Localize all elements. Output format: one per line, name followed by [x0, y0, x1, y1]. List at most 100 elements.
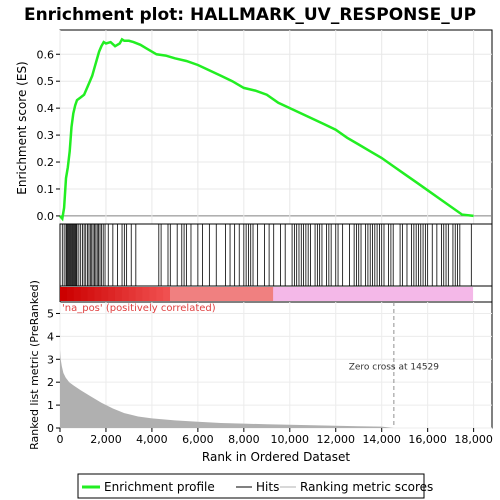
- es-y-tick-label: 0.1: [37, 183, 55, 196]
- metric-x-tick-label: 12,000: [316, 433, 355, 446]
- metric-y-tick-label: 1: [47, 399, 54, 412]
- color-bar-segment: [204, 287, 212, 301]
- color-bar-segment: [259, 287, 267, 301]
- color-bar-segment: [87, 287, 95, 301]
- color-bar-segment: [376, 287, 384, 301]
- metric-x-tick-label: 18,000: [454, 433, 493, 446]
- es-y-tick-label: 0.0: [37, 210, 55, 223]
- chart-title: Enrichment plot: HALLMARK_UV_RESPONSE_UP: [24, 5, 476, 25]
- metric-panel: Zero cross at 14529 'na_pos' (positively…: [28, 280, 493, 464]
- color-bar-segment: [108, 287, 116, 301]
- metric-y-ticks: 0 1 2 3 4 5: [47, 307, 60, 435]
- color-bar-segment: [286, 287, 295, 301]
- color-bar-segment: [252, 287, 260, 301]
- metric-x-tick-label: 2,000: [90, 433, 122, 446]
- es-panel: 0.0 0.1 0.2 0.3 0.4 0.5 0.6 Enrichment score (…: [15, 29, 493, 225]
- color-bar-segment: [403, 287, 412, 301]
- color-bar-segment: [307, 287, 315, 301]
- color-bar-segment: [101, 287, 109, 301]
- color-bar-segment: [417, 287, 425, 301]
- es-y-tick-label: 0.6: [37, 48, 55, 61]
- color-bar-segment: [328, 287, 336, 301]
- color-bar-segment: [60, 287, 68, 301]
- color-bar-segment: [183, 287, 192, 301]
- color-bar-segment: [80, 287, 89, 301]
- color-bar-segment: [444, 287, 453, 301]
- metric-x-tick-label: 16,000: [408, 433, 447, 446]
- enrichment-profile-line: [59, 37, 474, 222]
- color-bar-segment: [211, 287, 219, 301]
- metric-x-tick-label: 4,000: [136, 433, 168, 446]
- color-bar-segment: [465, 287, 474, 301]
- color-bar-segment: [128, 287, 137, 301]
- color-bar-segment: [169, 287, 178, 301]
- es-y-tick-label: 0.5: [37, 75, 55, 88]
- metric-x-tick-label: 10,000: [271, 433, 310, 446]
- color-bar-segment: [348, 287, 357, 301]
- color-bar-segments: [60, 287, 474, 301]
- color-bar-segment: [334, 287, 343, 301]
- color-bar-segment: [121, 287, 130, 301]
- metric-x-tick-label: 0: [57, 433, 64, 446]
- color-bar-segment: [293, 287, 302, 301]
- metric-y-label: Ranked list metric (PreRanked): [28, 280, 41, 450]
- color-bar-segment: [389, 287, 398, 301]
- metric-y-tick-label: 4: [47, 330, 54, 343]
- color-bar-segment: [438, 287, 446, 301]
- color-bar-segment: [355, 287, 364, 301]
- es-y-tick-label: 0.4: [37, 102, 55, 115]
- hit-markers: [61, 224, 472, 286]
- metric-y-tick-label: 2: [47, 376, 54, 389]
- color-bar-segment: [218, 287, 226, 301]
- zero-cross-label: Zero cross at 14529: [349, 363, 440, 373]
- metric-panel-frame: [59, 301, 493, 429]
- es-y-label: Enrichment score (ES): [15, 61, 29, 194]
- color-bar-segment: [431, 287, 439, 301]
- color-bar-segment: [369, 287, 377, 301]
- color-bar-segment: [135, 287, 144, 301]
- rank-color-bar: [59, 285, 493, 303]
- metric-x-tick-label: 6,000: [182, 433, 214, 446]
- color-bar-segment: [458, 287, 467, 301]
- color-bar-segment: [224, 287, 233, 301]
- metric-gridlines: [59, 302, 492, 429]
- hits-panel: [59, 223, 493, 287]
- metric-y-tick-label: 3: [47, 353, 54, 366]
- color-bar-segment: [149, 287, 157, 301]
- color-bar-segment: [300, 287, 309, 301]
- color-bar-segment: [314, 287, 322, 301]
- legend-box: [77, 473, 425, 499]
- color-bar-segment: [190, 287, 199, 301]
- ranking-metric-area: [60, 350, 474, 428]
- metric-y-tick-label: 0: [47, 422, 54, 435]
- color-bar-segment: [156, 287, 164, 301]
- color-bar-segment: [410, 287, 419, 301]
- es-panel-frame: [59, 29, 493, 225]
- legend-enrichment-label: Enrichment profile: [104, 480, 215, 494]
- color-bar-segment: [197, 287, 205, 301]
- metric-x-label: Rank in Ordered Dataset: [202, 450, 350, 464]
- legend: Enrichment profile Hits Ranking metric s…: [77, 473, 433, 499]
- color-bar-segment: [231, 287, 240, 301]
- color-bar-segment: [73, 287, 82, 301]
- color-bar-segment: [245, 287, 254, 301]
- color-bar-segment: [383, 287, 391, 301]
- color-bar-segment: [114, 287, 123, 301]
- color-bar-segment: [341, 287, 350, 301]
- color-bar-segment: [451, 287, 460, 301]
- es-y-tick-label: 0.3: [37, 129, 55, 142]
- color-bar-segment: [424, 287, 432, 301]
- es-y-tick-label: 0.2: [37, 156, 55, 169]
- metric-x-tick-label: 14,000: [362, 433, 401, 446]
- color-bar-segment: [66, 287, 75, 301]
- legend-hits-label: Hits: [256, 480, 279, 494]
- legend-metric-label: Ranking metric scores: [300, 480, 433, 494]
- hits-panel-frame: [59, 223, 493, 287]
- color-bar-segment: [94, 287, 102, 301]
- es-y-ticks: 0.0 0.1 0.2 0.3 0.4 0.5 0.6: [37, 48, 60, 223]
- color-bar-segment: [142, 287, 150, 301]
- color-bar-segment: [176, 287, 185, 301]
- color-bar-segment: [266, 287, 274, 301]
- color-bar-segment: [163, 287, 171, 301]
